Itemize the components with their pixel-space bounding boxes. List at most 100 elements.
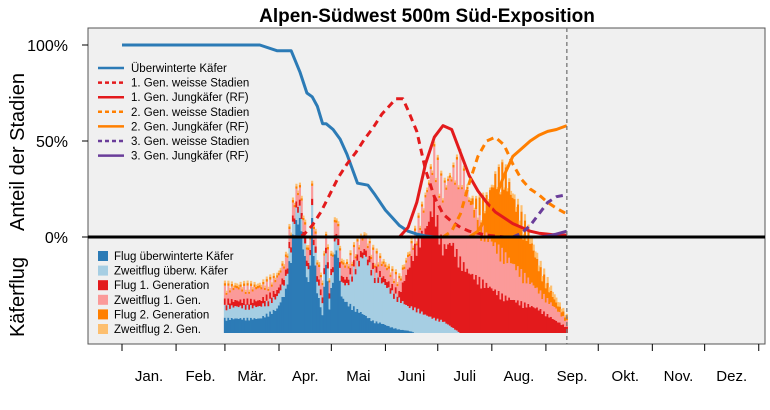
flight-bar — [429, 164, 432, 167]
flight-bar — [351, 263, 354, 266]
flight-bar — [483, 287, 486, 333]
flight-bar — [237, 301, 240, 308]
flight-bar — [255, 318, 258, 333]
flight-bar — [427, 316, 431, 333]
flight-bar — [270, 313, 274, 333]
flight-bar — [293, 218, 296, 224]
flight-bar — [384, 324, 387, 333]
flight-bar — [325, 236, 328, 248]
flight-bar — [358, 247, 361, 250]
flight-bar — [513, 194, 516, 200]
flight-bar — [366, 259, 370, 266]
flight-bar — [312, 224, 315, 227]
flight-bar — [291, 197, 295, 201]
flight-bar — [415, 245, 418, 256]
flight-bar — [504, 295, 507, 333]
flight-bar — [340, 263, 343, 276]
flight-bar — [424, 228, 427, 315]
flight-bar — [434, 182, 438, 227]
flight-bar — [520, 211, 523, 270]
flight-bar — [246, 280, 249, 284]
flight-bar — [546, 282, 549, 299]
flight-bar — [534, 308, 537, 333]
flight-bar — [544, 302, 547, 317]
flight-bar — [537, 310, 541, 333]
flight-bar — [440, 234, 443, 320]
legend-label: 3. Gen. weisse Stadien — [131, 136, 249, 148]
flight-bar — [345, 259, 349, 262]
flight-bar — [379, 277, 382, 323]
flight-bar — [550, 316, 553, 333]
flight-bar — [420, 201, 424, 205]
flight-bar — [478, 197, 481, 216]
flight-bar — [441, 198, 445, 201]
flight-bar — [440, 170, 443, 174]
flight-bar — [410, 243, 413, 256]
flight-bar — [234, 282, 237, 286]
flight-bar — [515, 206, 518, 212]
flight-bar — [300, 200, 303, 213]
flight-bar — [414, 228, 417, 231]
flight-bar — [455, 159, 459, 249]
y-axis: 100% 50% 0% — [27, 38, 88, 247]
flight-bar — [272, 290, 275, 298]
flight-bar — [347, 285, 350, 307]
flight-bar — [407, 330, 410, 333]
flight-bar — [391, 283, 394, 291]
flight-bar — [527, 277, 530, 304]
legend-label: Zweitflug 2. Gen. — [114, 324, 201, 336]
flight-bar — [415, 312, 418, 333]
flight-bar — [272, 273, 275, 276]
flight-bar — [297, 195, 300, 207]
flight-bar — [394, 287, 397, 294]
flight-bar — [274, 310, 277, 333]
flight-bar — [274, 282, 277, 294]
flight-bar — [241, 291, 244, 303]
flight-bar — [293, 202, 296, 206]
flight-bar — [332, 282, 335, 333]
flight-bar — [277, 272, 281, 276]
flight-bar — [377, 282, 380, 324]
flight-bar — [243, 285, 246, 299]
flight-bar — [436, 157, 439, 160]
flight-bar — [236, 300, 239, 307]
flight-bar — [288, 261, 291, 333]
flight-bar — [316, 262, 319, 265]
flight-bar — [304, 222, 307, 225]
flight-bar — [291, 215, 295, 222]
flight-bar — [403, 280, 406, 305]
flight-bar — [227, 317, 230, 333]
flight-bar — [281, 265, 284, 279]
flight-bar — [546, 313, 549, 333]
flight-bar — [537, 293, 541, 311]
flight-bar — [487, 287, 490, 333]
flight-bar — [316, 260, 319, 263]
flight-bar — [436, 215, 439, 319]
flight-bar — [457, 185, 460, 188]
flight-bar — [274, 293, 277, 300]
flight-bar — [511, 299, 514, 333]
flight-bar — [455, 157, 459, 160]
flight-bar — [539, 260, 542, 268]
flight-bar — [445, 189, 448, 249]
flight-bar — [253, 305, 256, 319]
flight-bar — [359, 311, 363, 333]
flight-bar — [236, 306, 239, 319]
flight-bar — [263, 289, 267, 301]
flight-bar — [482, 279, 485, 333]
flight-bar — [258, 285, 261, 288]
flight-bar — [384, 285, 387, 325]
flight-bar — [396, 329, 399, 333]
flight-bar — [328, 298, 331, 310]
flight-bar — [415, 243, 418, 246]
flight-bar — [304, 219, 307, 223]
flight-bar — [333, 217, 336, 220]
flight-bar — [462, 170, 465, 263]
flight-bar — [354, 254, 357, 257]
flight-bar — [368, 262, 371, 318]
flight-bar — [286, 255, 289, 258]
flight-bar — [377, 277, 380, 283]
flight-bar — [319, 277, 322, 290]
flight-bar — [372, 249, 375, 263]
flight-bar — [523, 302, 527, 333]
